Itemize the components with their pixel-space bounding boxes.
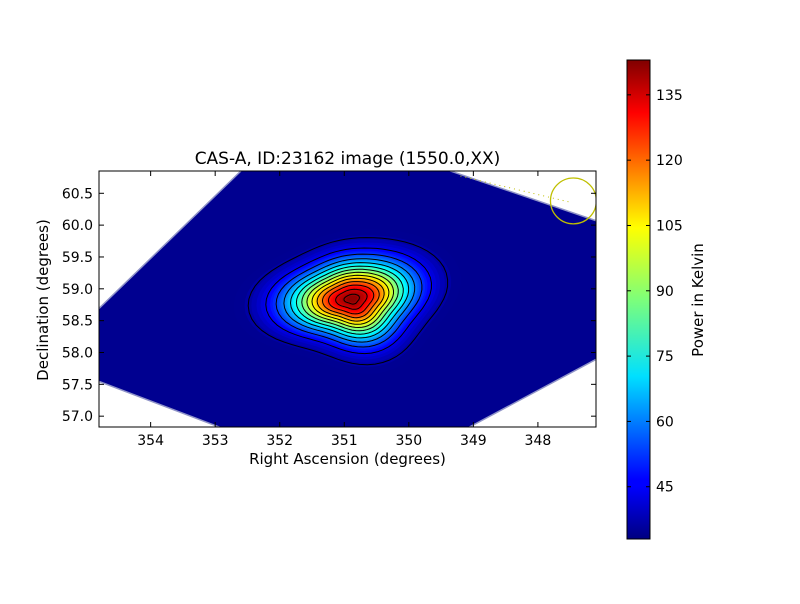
colorbar-tick-label: 120 — [656, 153, 683, 169]
contour-line — [321, 281, 380, 319]
y-tick-label: 60.5 — [62, 186, 93, 202]
contour-lines — [247, 237, 449, 366]
contour-line — [275, 253, 423, 348]
contour-line — [335, 288, 368, 310]
x-tick-label: 350 — [395, 433, 422, 449]
colorbar — [626, 59, 651, 540]
y-tick-label: 58.0 — [62, 345, 93, 361]
x-tick-label: 352 — [266, 433, 293, 449]
y-tick-label: 58.5 — [62, 314, 93, 330]
contour-line — [343, 293, 360, 305]
colorbar-tick-label: 135 — [656, 88, 683, 104]
beam-layer — [460, 175, 596, 225]
colorbar-tick-label: 75 — [656, 349, 674, 365]
chart-title: CAS-A, ID:23162 image (1550.0,XX) — [195, 149, 501, 169]
heatmap-area — [99, 171, 596, 427]
x-axis-ticks: 354 353 352 351 350 349 348 — [137, 171, 551, 449]
colorbar-tick-label: 60 — [656, 414, 674, 430]
contour-line — [283, 258, 416, 343]
contour-line — [289, 262, 410, 339]
y-tick-label: 57.0 — [62, 409, 93, 425]
colorbar-label: Power in Kelvin — [689, 243, 707, 357]
y-axis-label: Declination (degrees) — [34, 219, 52, 381]
x-tick-label: 353 — [202, 433, 229, 449]
x-tick-label: 349 — [460, 433, 487, 449]
contour-line — [295, 265, 404, 335]
x-tick-label: 348 — [525, 433, 552, 449]
contour-line — [316, 277, 385, 322]
plot-frame — [98, 170, 597, 428]
beam-marker — [549, 177, 596, 225]
x-tick-label: 354 — [137, 433, 164, 449]
contour-line — [301, 268, 399, 332]
contour-line — [327, 284, 375, 315]
contour-line — [311, 274, 390, 325]
y-tick-label: 60.0 — [62, 218, 93, 234]
contour-line — [265, 247, 433, 355]
colorbar-tick-label: 90 — [656, 284, 674, 300]
colorbar-ticks: 45 60 75 90 105 120 135 — [627, 88, 683, 496]
colorbar-tick-label: 45 — [656, 480, 674, 496]
y-axis-ticks: 57.0 57.5 58.0 58.5 59.0 59.5 60.0 60.5 — [62, 186, 596, 425]
contour-line — [247, 237, 449, 366]
x-tick-label: 351 — [331, 433, 358, 449]
heat-ring — [346, 295, 358, 303]
y-tick-label: 59.5 — [62, 250, 93, 266]
colorbar-tick-label: 105 — [656, 218, 683, 234]
y-tick-label: 57.5 — [62, 377, 93, 393]
y-tick-label: 59.0 — [62, 282, 93, 298]
contour-line — [306, 271, 394, 329]
x-axis-label: Right Ascension (degrees) — [249, 450, 446, 468]
